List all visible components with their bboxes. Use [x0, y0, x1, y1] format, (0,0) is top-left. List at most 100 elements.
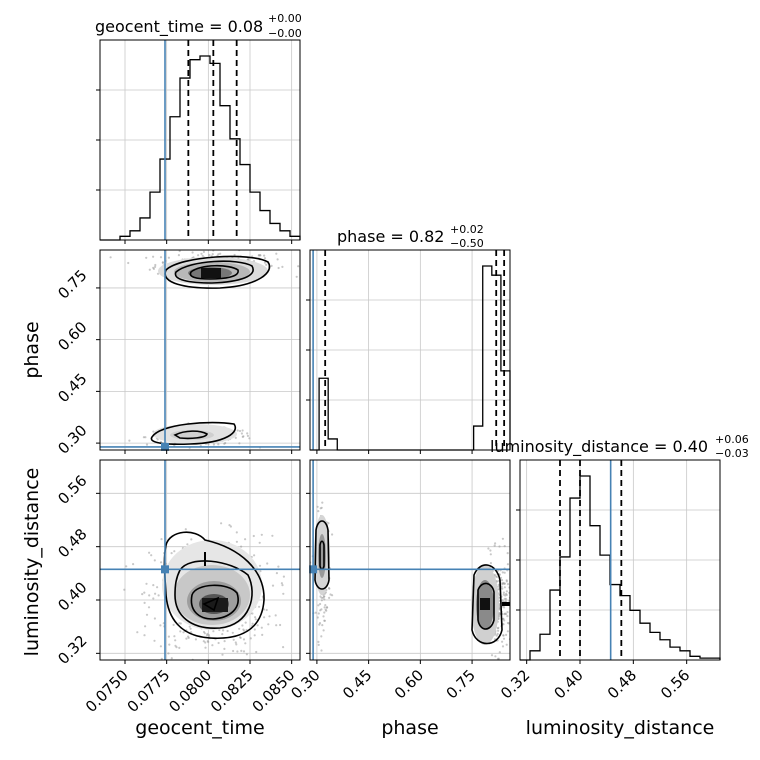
hist-luminosity_distance — [520, 475, 721, 661]
scatter-point — [205, 634, 209, 637]
scatter-point — [144, 625, 147, 628]
scatter-point — [263, 254, 266, 257]
scatter-point — [231, 631, 234, 634]
scatter-point — [494, 542, 497, 545]
scatter-point — [506, 563, 509, 566]
ylabel-phase: phase — [21, 321, 43, 378]
scatter-point — [145, 613, 149, 616]
scatter-point — [189, 627, 192, 630]
scatter-point — [260, 533, 263, 536]
scatter-point — [244, 642, 247, 645]
scatter-point — [274, 614, 277, 617]
scatter-point — [322, 615, 325, 618]
scatter-point — [270, 264, 273, 267]
x-tick-label-geocent_time: 0.0750 — [82, 666, 132, 716]
scatter-point — [143, 601, 146, 605]
title-phase: phase = 0.82 — [337, 227, 444, 246]
scatter-point — [241, 429, 244, 432]
scatter-point — [257, 254, 260, 257]
scatter-point — [233, 253, 236, 257]
density-luminosity-vs-geocent-time — [162, 531, 265, 640]
scatter-point — [320, 649, 323, 652]
scatter-point — [153, 617, 156, 620]
scatter-point — [271, 534, 274, 537]
scatter-point — [499, 663, 501, 665]
scatter-point — [188, 625, 191, 628]
truth-marker — [309, 565, 318, 574]
scatter-point — [502, 623, 505, 626]
scatter-point — [193, 662, 195, 664]
scatter-point — [277, 565, 280, 568]
scatter-point — [324, 591, 327, 594]
x-tick-label-luminosity_distance: 0.32 — [497, 666, 533, 702]
scatter-point — [504, 597, 508, 601]
scatter-point — [505, 613, 508, 616]
scatter-point — [242, 628, 245, 631]
scatter-point — [157, 594, 160, 597]
scatter-point — [263, 257, 267, 260]
scatter-point — [317, 604, 320, 607]
scatter-point — [507, 622, 510, 625]
scatter-point — [258, 605, 261, 608]
x-tick-label-luminosity_distance: 0.48 — [604, 666, 640, 702]
scatter-point — [505, 643, 508, 646]
scatter-point — [498, 545, 501, 548]
scatter-point — [256, 624, 259, 627]
scatter-point — [282, 592, 285, 595]
panel-frame — [309, 459, 511, 661]
scatter-point — [201, 254, 204, 257]
scatter-point — [217, 641, 220, 645]
scatter-point — [240, 545, 243, 548]
scatter-point — [235, 643, 238, 646]
scatter-point — [319, 609, 322, 612]
scatter-point — [185, 637, 188, 640]
scatter-point — [143, 591, 146, 594]
scatter-point — [317, 640, 320, 644]
scatter-point — [497, 583, 500, 586]
scatter-point — [123, 588, 126, 591]
scatter-point — [501, 640, 504, 643]
y-tick-label-luminosity_distance: 0.32 — [54, 632, 90, 668]
scatter-point — [159, 256, 163, 259]
scatter-point — [502, 637, 506, 640]
scatter-point — [178, 250, 181, 253]
scatter-point — [213, 668, 215, 670]
scatter-point — [211, 253, 214, 256]
scatter-point — [161, 261, 164, 264]
scatter-point — [494, 655, 497, 658]
scatter-point — [242, 650, 246, 653]
scatter-point — [236, 429, 239, 432]
x-tick-label-geocent_time: 0.0800 — [165, 666, 215, 716]
scatter-point — [324, 604, 327, 607]
truth-marker — [161, 442, 169, 451]
scatter-point — [246, 434, 249, 437]
scatter-point — [506, 611, 509, 614]
scatter-point — [501, 645, 505, 648]
scatter-point — [328, 596, 331, 600]
scatter-point — [503, 664, 505, 666]
scatter-point — [179, 630, 182, 633]
scatter-point — [267, 623, 270, 626]
scatter-point — [500, 579, 504, 582]
scatter-point — [229, 663, 231, 665]
scatter-point — [281, 584, 284, 587]
scatter-point — [160, 657, 163, 660]
scatter-point — [496, 657, 500, 660]
scatter-point — [203, 632, 206, 635]
scatter-point — [489, 553, 492, 556]
scatter-point — [502, 591, 505, 594]
y-tick-label-luminosity_distance: 0.48 — [54, 525, 90, 561]
scatter-point — [109, 256, 112, 259]
scatter-point — [494, 575, 497, 578]
scatter-point — [197, 662, 199, 664]
xlabel-geocent-time: geocent_time — [135, 717, 264, 739]
scatter-point — [251, 612, 254, 615]
scatter-point — [170, 552, 173, 555]
scatter-point — [226, 674, 228, 676]
scatter-point — [322, 629, 325, 632]
scatter-point — [156, 272, 160, 275]
scatter-point — [220, 522, 223, 525]
scatter-point — [132, 563, 135, 566]
density-luminosity-vs-phase — [314, 515, 510, 645]
scatter-point — [239, 636, 242, 640]
